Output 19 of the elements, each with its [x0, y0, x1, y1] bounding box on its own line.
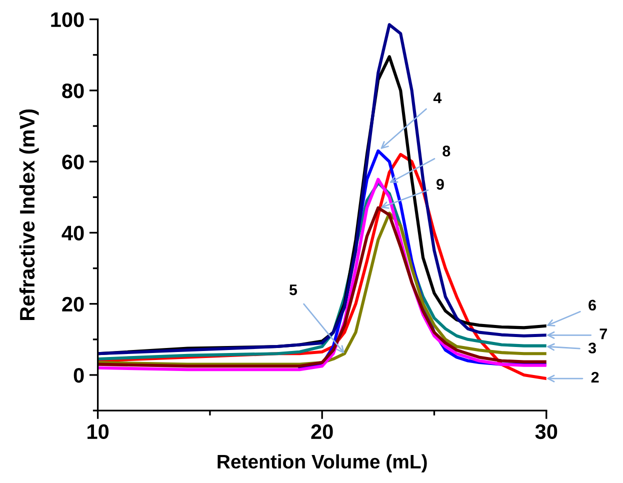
x-tick-label: 20	[311, 424, 333, 440]
annotation: 8	[442, 146, 450, 156]
y-tick-label: 0	[74, 368, 84, 383]
annotation: 7	[600, 328, 607, 340]
y-tick-label: 40	[62, 226, 84, 240]
y-axis-title: Refractive Index (mV)	[19, 109, 39, 320]
x-axis-title: Retention Volume (mL)	[218, 454, 427, 472]
annotation: 5	[289, 284, 298, 296]
y-tick-label: 60	[62, 154, 84, 170]
y-tick-label: 100	[51, 12, 84, 28]
y-tick-label: 20	[62, 296, 84, 312]
annotation: 6	[588, 300, 596, 311]
annotation: 2	[591, 372, 599, 382]
annotation: 4	[433, 92, 442, 104]
x-tick-label: 10	[88, 424, 109, 440]
annotation: 9	[436, 178, 444, 190]
y-tick-label: 80	[62, 83, 84, 98]
x-tick-label: 30	[535, 424, 558, 440]
annotation: 3	[588, 342, 596, 354]
